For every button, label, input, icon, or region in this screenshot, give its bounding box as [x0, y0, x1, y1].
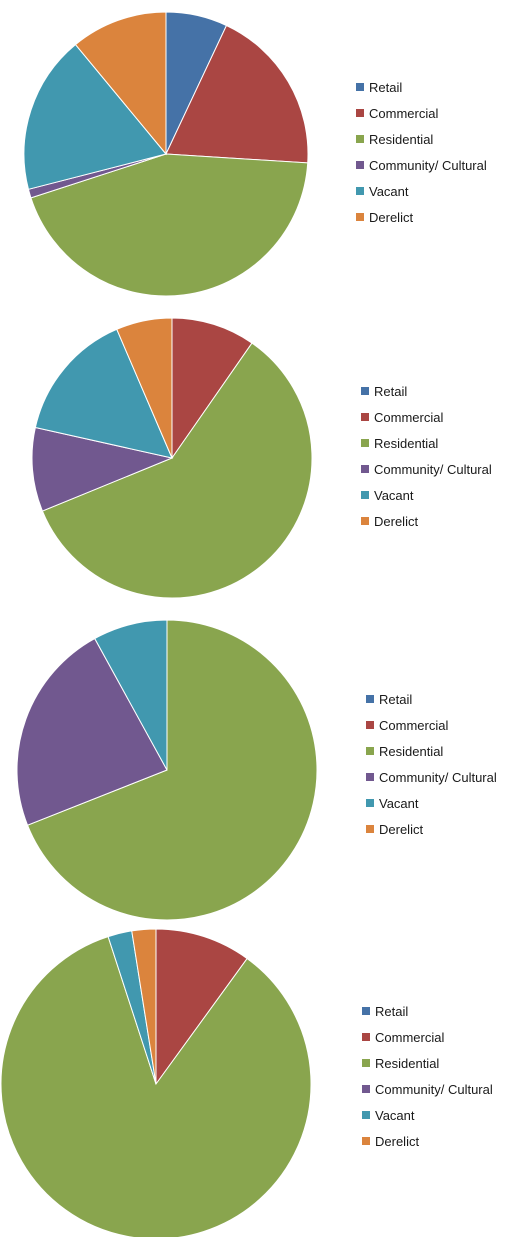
legend-item-vacant: Vacant — [362, 1102, 493, 1128]
legend-label: Derelict — [374, 513, 419, 529]
legend-label: Derelict — [369, 209, 414, 225]
legend-item-vacant: Vacant — [361, 482, 492, 508]
legend-label: Derelict — [379, 821, 424, 837]
legend-swatch — [362, 1085, 370, 1093]
legend-label: Community/ Cultural — [374, 461, 492, 477]
pie-slice-residential — [0, 935, 312, 1237]
pie-slice-vacant — [23, 43, 167, 190]
pie-slice-derelict — [74, 11, 167, 156]
legend-swatch — [361, 387, 369, 395]
legend-item-retail: Retail — [356, 74, 487, 100]
legend-1: Retail Commercial Residential Community/ Cu… — [356, 74, 487, 230]
legend-item-commercial: Commercial — [366, 712, 497, 738]
legend-item-derelict: Derelict — [356, 204, 487, 230]
legend-2: Retail Commercial Residential Community/ Cu… — [361, 378, 492, 534]
legend-label: Residential — [369, 131, 434, 147]
legend-label: Retail — [374, 383, 408, 399]
legend-swatch — [356, 135, 364, 143]
legend-label: Residential — [374, 435, 439, 451]
pie-slice-community-cultural — [16, 637, 168, 826]
pie-slice-vacant — [94, 619, 168, 771]
pie-slice-commercial — [165, 24, 309, 164]
pie-slice-commercial — [155, 928, 248, 1086]
legend-item-residential: Residential — [366, 738, 497, 764]
legend-item-vacant: Vacant — [366, 790, 497, 816]
legend-label: Vacant — [375, 1107, 415, 1123]
pie-chart-2 — [31, 317, 313, 599]
legend-label: Community/ Cultural — [369, 157, 487, 173]
legend-label: Commercial — [374, 409, 444, 425]
pie-slice-derelict — [116, 317, 173, 459]
legend-item-residential: Residential — [356, 126, 487, 152]
legend-label: Derelict — [375, 1133, 420, 1149]
legend-label: Retail — [375, 1003, 409, 1019]
legend-swatch — [366, 825, 374, 833]
pie-chart-1 — [23, 11, 309, 297]
legend-item-community-cultural: Community/ Cultural — [361, 456, 492, 482]
pie-panel-3: Retail Commercial Residential Community/ Cu… — [0, 610, 510, 925]
legend-label: Retail — [369, 79, 403, 95]
legend-item-retail: Retail — [366, 686, 497, 712]
legend-swatch — [356, 213, 364, 221]
legend-label: Residential — [379, 743, 444, 759]
pie-panel-2: Retail Commercial Residential Community/ Cu… — [0, 305, 510, 610]
legend-item-commercial: Commercial — [356, 100, 487, 126]
legend-4: Retail Commercial Residential Community/ Cu… — [362, 998, 493, 1154]
legend-swatch — [356, 161, 364, 169]
legend-label: Commercial — [379, 717, 449, 733]
pie-slice-residential — [41, 342, 313, 599]
pie-panel-4: Retail Commercial Residential Community/ Cu… — [0, 925, 510, 1237]
legend-swatch — [366, 799, 374, 807]
legend-swatch — [362, 1033, 370, 1041]
legend-swatch — [366, 747, 374, 755]
legend-item-residential: Residential — [361, 430, 492, 456]
legend-label: Commercial — [375, 1029, 445, 1045]
pie-slice-derelict — [131, 928, 157, 1085]
pie-slice-residential — [30, 153, 309, 297]
legend-swatch — [362, 1059, 370, 1067]
legend-swatch — [362, 1007, 370, 1015]
legend-swatch — [361, 517, 369, 525]
legend-label: Community/ Cultural — [379, 769, 497, 785]
legend-item-commercial: Commercial — [362, 1024, 493, 1050]
legend-item-community-cultural: Community/ Cultural — [362, 1076, 493, 1102]
pie-panel-1: Retail Commercial Residential Community/ Cu… — [0, 0, 510, 305]
legend-swatch — [361, 491, 369, 499]
legend-item-residential: Residential — [362, 1050, 493, 1076]
legend-item-retail: Retail — [361, 378, 492, 404]
legend-swatch — [361, 439, 369, 447]
legend-label: Vacant — [379, 795, 419, 811]
legend-swatch — [366, 695, 374, 703]
legend-label: Community/ Cultural — [375, 1081, 493, 1097]
legend-item-vacant: Vacant — [356, 178, 487, 204]
legend-item-commercial: Commercial — [361, 404, 492, 430]
legend-swatch — [361, 465, 369, 473]
pie-slice-vacant — [34, 328, 173, 459]
legend-label: Retail — [379, 691, 413, 707]
legend-item-derelict: Derelict — [366, 816, 497, 842]
pie-slice-residential — [26, 619, 318, 921]
legend-swatch — [362, 1111, 370, 1119]
legend-item-derelict: Derelict — [362, 1128, 493, 1154]
legend-label: Commercial — [369, 105, 439, 121]
legend-3: Retail Commercial Residential Community/ Cu… — [366, 686, 497, 842]
legend-item-derelict: Derelict — [361, 508, 492, 534]
legend-swatch — [361, 413, 369, 421]
legend-item-community-cultural: Community/ Cultural — [356, 152, 487, 178]
legend-label: Residential — [375, 1055, 440, 1071]
legend-swatch — [356, 83, 364, 91]
legend-swatch — [362, 1137, 370, 1145]
legend-swatch — [366, 721, 374, 729]
pie-chart-4 — [0, 928, 312, 1237]
legend-swatch — [366, 773, 374, 781]
legend-label: Vacant — [374, 487, 414, 503]
legend-swatch — [356, 109, 364, 117]
legend-swatch — [356, 187, 364, 195]
legend-item-retail: Retail — [362, 998, 493, 1024]
legend-label: Vacant — [369, 183, 409, 199]
legend-item-community-cultural: Community/ Cultural — [366, 764, 497, 790]
pie-slice-commercial — [171, 317, 253, 460]
pie-slice-community-cultural — [31, 426, 174, 512]
pie-chart-3 — [16, 619, 318, 921]
